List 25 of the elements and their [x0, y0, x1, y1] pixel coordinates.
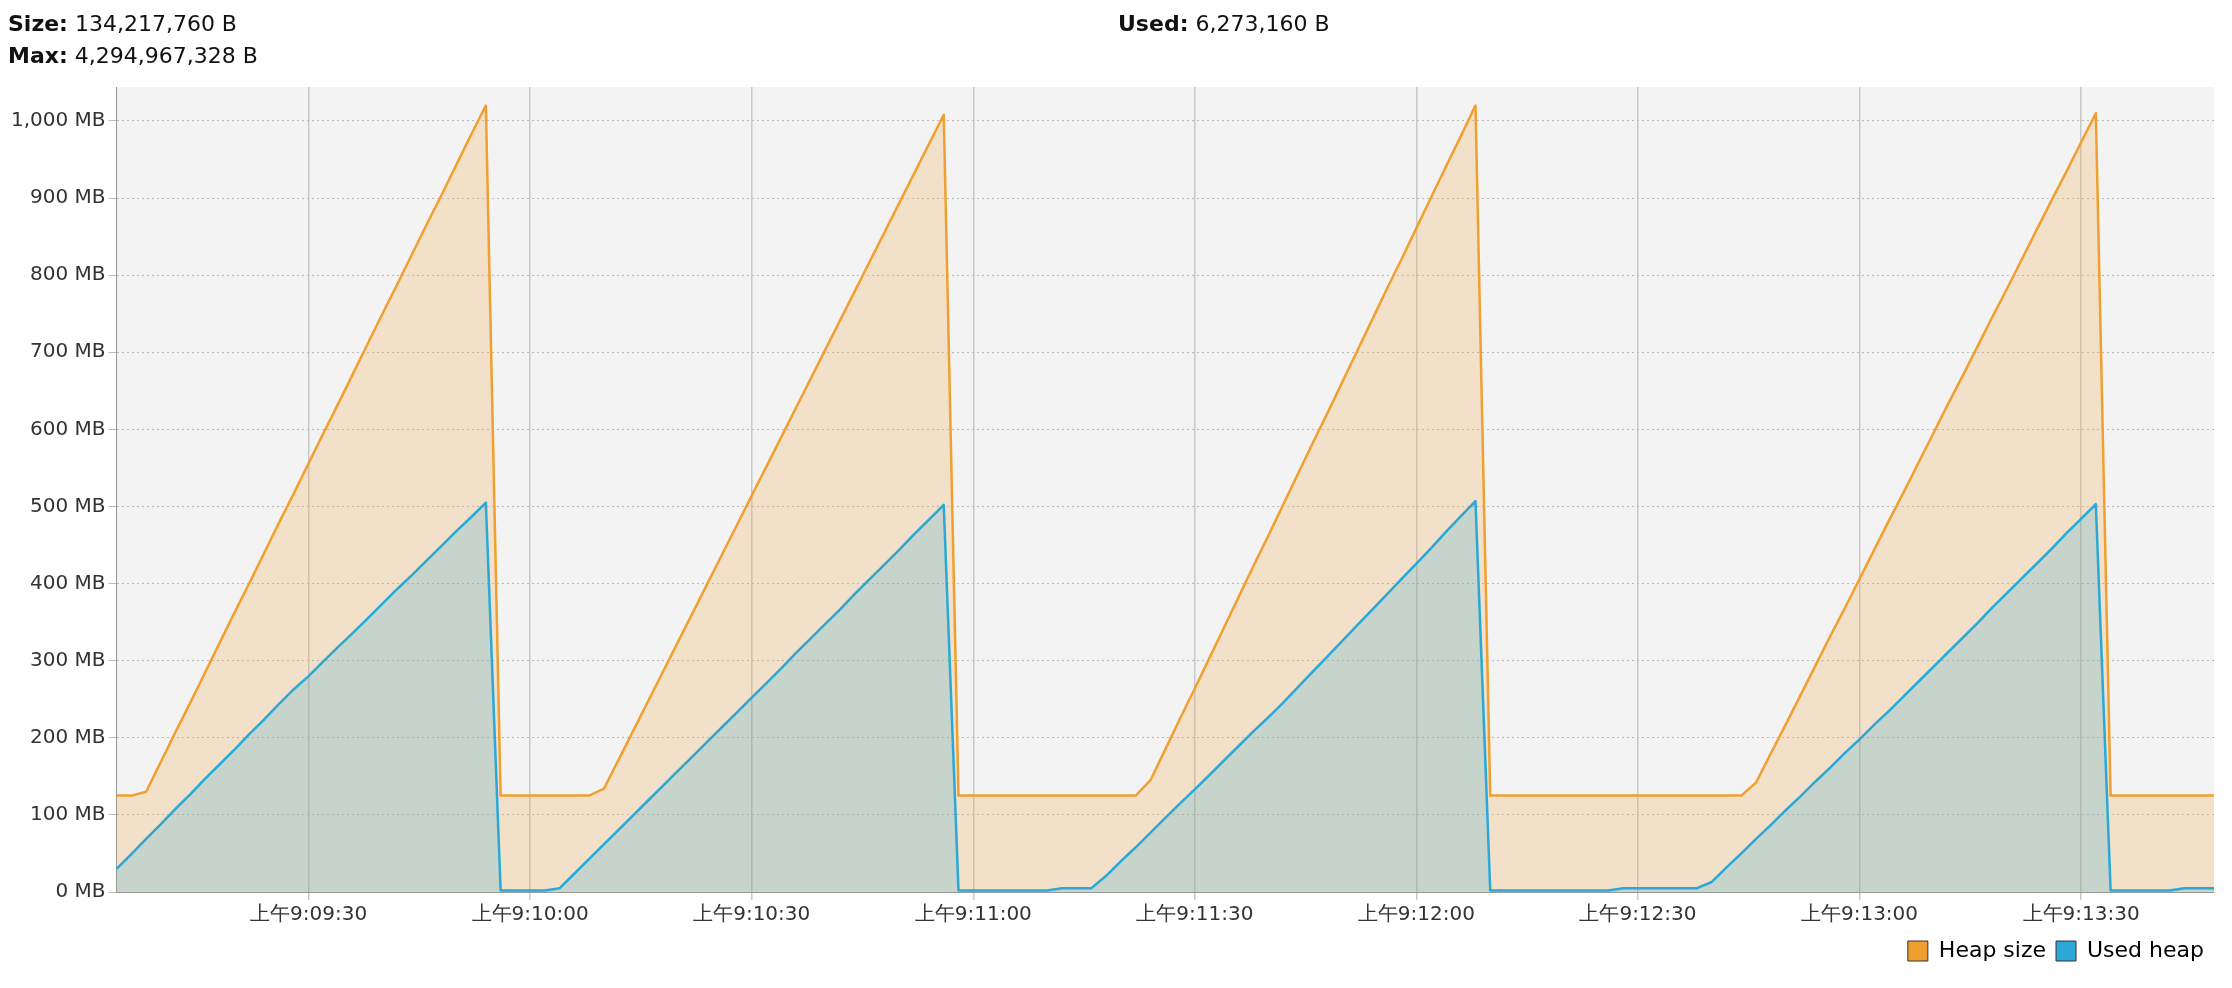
text: Max: 4,294,967,328 B: [8, 43, 258, 68]
text: Used: 6,273,160 B: [1118, 11, 1330, 36]
y-tick-label: 100 MB: [30, 801, 106, 826]
x-tick-label: 上午9:10:00: [471, 901, 589, 926]
x-tick-label: 上午9:12:30: [1579, 901, 1697, 926]
text: Size: 134,217,760 B: [8, 11, 237, 36]
x-tick-label: 上午9:11:00: [914, 901, 1032, 926]
y-tick-label: 900 MB: [30, 184, 106, 209]
y-tick-label: 500 MB: [30, 492, 106, 517]
x-tick-label: 上午9:10:30: [693, 901, 811, 926]
x-tick-label: 上午9:13:30: [2022, 901, 2140, 926]
x-tick-label: 上午9:13:00: [1800, 901, 1919, 926]
y-tick-label: 200 MB: [30, 723, 106, 748]
x-tick-label: 上午9:12:00: [1357, 901, 1475, 926]
x-tick-label: 上午9:11:30: [1136, 901, 1254, 926]
y-tick-label: 700 MB: [30, 338, 106, 363]
y-tick-label: 1,000 MB: [11, 107, 106, 132]
y-tick-label: 800 MB: [30, 261, 106, 286]
y-tick-label: 0 MB: [55, 878, 106, 903]
x-tick-label: 上午9:09:30: [250, 901, 368, 926]
y-tick-label: 400 MB: [30, 569, 106, 594]
legend-label: Used heap: [2087, 936, 2204, 962]
legend-label: Heap size: [1938, 936, 2047, 962]
y-tick-label: 300 MB: [30, 646, 106, 671]
y-tick-label: 600 MB: [30, 415, 106, 440]
